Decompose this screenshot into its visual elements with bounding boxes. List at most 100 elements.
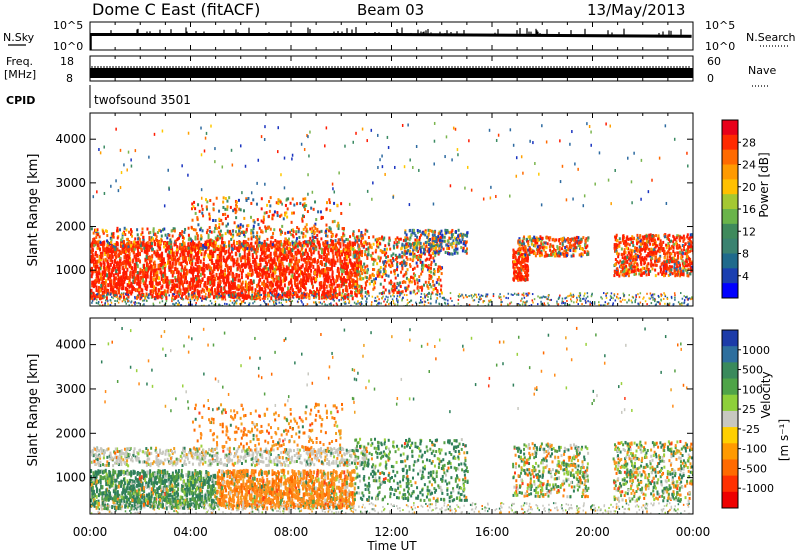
range-cell [341,271,344,276]
range-cell [676,234,679,238]
range-cell [228,241,231,245]
range-cell [302,215,305,219]
range-cell [691,246,693,250]
range-cell [346,262,349,267]
range-cell [270,280,273,285]
range-cell [428,257,431,261]
range-cell [286,239,289,243]
range-cell [385,255,388,259]
range-cell [125,249,128,254]
range-cell [190,266,193,271]
range-cell [229,267,232,272]
range-cell [359,274,362,278]
station-title: Dome C East (fitACF) [92,0,260,19]
range-cell [659,254,662,258]
range-cell [197,264,200,269]
range-cell [198,293,201,298]
range-cell [213,262,216,267]
range-cell [346,288,349,293]
range-cell [390,261,393,265]
range-cell [235,225,238,229]
range-cell [236,292,239,297]
range-cell [179,253,182,258]
range-cell [260,287,263,292]
range-cell [146,272,149,277]
range-cell [175,248,178,252]
range-cell [404,231,407,235]
range-cell [349,284,352,289]
range-cell [93,295,96,300]
range-cell [680,269,683,273]
range-cell [443,239,446,243]
range-cell [141,268,144,273]
range-cell [102,231,105,235]
range-cell [414,273,417,277]
range-cell [163,241,166,246]
range-cell [120,243,123,247]
range-cell [537,244,540,248]
range-cell [257,244,260,248]
range-cell [321,290,324,295]
range-cell [132,250,135,255]
range-cell [556,252,559,256]
range-cell [171,264,174,269]
range-cell [146,241,149,245]
range-cell [211,274,214,279]
range-cell [363,269,366,273]
range-cell [205,264,208,269]
range-cell [575,236,578,240]
range-cell [237,292,240,297]
range-cell [269,251,272,256]
range-cell [110,254,113,259]
range-cell [401,242,404,246]
range-cell [98,255,101,260]
range-cell [228,266,231,271]
range-cell [622,241,625,245]
range-cell [379,256,382,260]
range-cell [283,277,286,282]
range-cell [312,291,315,296]
range-cell [433,230,436,234]
range-cell [320,229,323,233]
range-cell [284,203,287,207]
range-cell [133,243,136,248]
range-cell [295,276,298,281]
range-cell [391,284,394,288]
range-cell [573,239,576,243]
range-cell [324,272,327,277]
range-cell [232,242,235,246]
range-cell [329,278,332,283]
range-cell [344,287,347,292]
range-cell [272,278,275,283]
range-cell [675,243,678,247]
range-cell [417,289,420,293]
range-cell [534,240,537,244]
range-cell [151,247,154,251]
range-cell [412,272,415,276]
range-cell [105,296,108,301]
range-cell [393,282,396,286]
range-cell [151,264,154,269]
range-cell [383,269,386,273]
range-cell [211,254,214,259]
range-cell [410,252,413,256]
range-cell [430,244,433,248]
range-cell [378,270,381,274]
range-cell [341,281,344,286]
range-cell [339,238,342,242]
range-cell [290,248,293,253]
range-cell [384,244,387,248]
range-cell [96,278,99,283]
range-cell [396,273,399,277]
range-cell [353,255,356,259]
range-cell [266,279,269,284]
range-cell [222,196,225,200]
range-cell [272,231,275,235]
range-cell [154,277,157,282]
range-cell [246,243,249,247]
range-cell [356,240,359,244]
range-cell [233,282,236,287]
range-cell [318,295,321,300]
range-cell [539,254,542,258]
range-cell [133,247,136,251]
